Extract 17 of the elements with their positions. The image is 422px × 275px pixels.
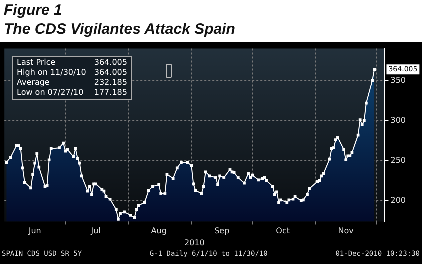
y-tick-label: 300 <box>390 116 406 125</box>
x-tick-label: Nov <box>338 226 354 236</box>
text: Low on 07/27/10 177.185 <box>17 88 128 97</box>
x-tick-label: Oct <box>276 226 290 236</box>
y-tick-label: 250 <box>390 156 406 166</box>
annotation: High on 11/30/10 364.005 <box>17 68 128 78</box>
chart-title: Figure 1 <box>4 2 62 19</box>
x-axis-title: 2010 <box>184 238 205 248</box>
y-tick-label: 200 <box>390 196 406 206</box>
x-tick-label: Jun <box>28 226 42 236</box>
x-tick-label: Jul <box>90 226 101 236</box>
x-tick-label: Aug <box>151 226 167 236</box>
y-tick-label: 350 <box>390 76 406 85</box>
x-tick-label: Sep <box>214 226 230 236</box>
chart-subtitle: The CDS Vigilantes Attack Spain <box>4 21 236 38</box>
text: Last Price 364.005 <box>17 58 128 67</box>
text: Average 232.185 <box>17 78 128 87</box>
